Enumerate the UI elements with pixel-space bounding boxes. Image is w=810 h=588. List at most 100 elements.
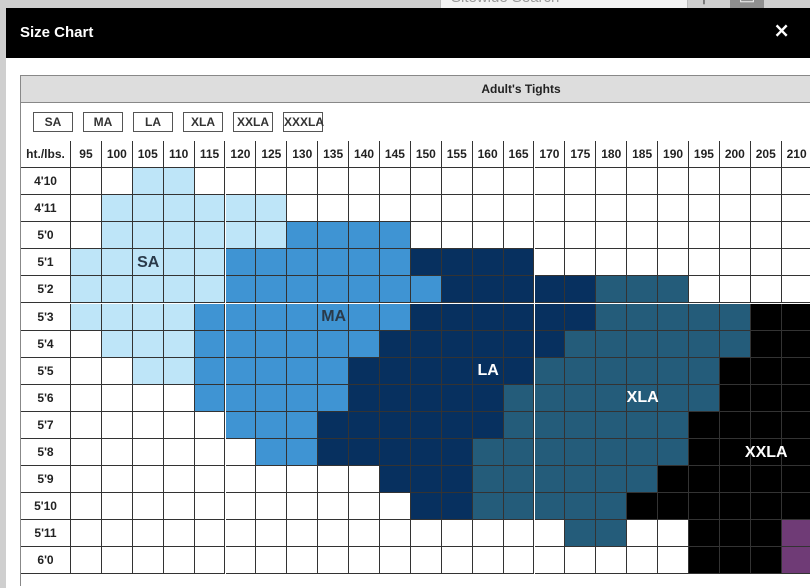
size-cell-ma	[380, 249, 411, 277]
empty-cell	[101, 439, 133, 467]
weight-header: 130	[287, 141, 319, 168]
empty-cell	[318, 520, 350, 548]
size-cell-xxla	[719, 357, 751, 385]
size-cell-ma	[256, 249, 288, 277]
empty-cell	[719, 276, 751, 304]
empty-cell	[349, 547, 380, 575]
empty-cell	[627, 520, 659, 548]
size-cell-ma	[318, 330, 350, 358]
empty-cell	[441, 547, 473, 575]
size-cell-la	[472, 384, 504, 412]
empty-cell	[132, 466, 164, 494]
size-cell-xla	[658, 276, 689, 304]
size-cell-sa	[101, 249, 133, 277]
weight-header: 170	[534, 141, 566, 168]
empty-cell	[194, 168, 226, 196]
empty-cell	[627, 195, 659, 223]
height-label: 5'8	[21, 439, 71, 467]
weight-header: 150	[410, 141, 442, 168]
empty-cell	[101, 547, 133, 575]
size-cell-xla	[472, 439, 504, 467]
empty-cell	[472, 222, 504, 250]
size-cell-la	[380, 357, 411, 385]
height-label: 5'5	[21, 357, 71, 385]
empty-cell	[71, 466, 102, 494]
size-cell-la	[410, 357, 442, 385]
empty-cell	[441, 168, 473, 196]
height-label: 6'0	[21, 547, 71, 575]
size-cell-la	[472, 357, 504, 385]
close-icon[interactable]: ×	[773, 18, 790, 42]
empty-cell	[658, 168, 689, 196]
empty-cell	[318, 493, 350, 521]
size-cell-xxla	[750, 384, 782, 412]
size-cell-sa	[163, 303, 195, 331]
size-cell-xxla	[689, 547, 720, 575]
size-cell-la	[410, 411, 442, 439]
size-cell-ma	[256, 303, 288, 331]
size-cell-sa	[163, 330, 195, 358]
size-cell-sa	[71, 276, 102, 304]
chart-title-bar: Adult's Tights	[21, 76, 810, 103]
size-cell-xxla	[781, 493, 810, 521]
empty-cell	[441, 195, 473, 223]
weight-header: 120	[225, 141, 257, 168]
empty-cell	[101, 520, 133, 548]
size-cell-sa	[101, 330, 133, 358]
empty-cell	[256, 466, 288, 494]
empty-cell	[565, 195, 597, 223]
legend-item-xxxla: XXXLA	[283, 112, 324, 132]
size-cell-xxla	[627, 493, 659, 521]
size-cell-xla	[565, 439, 597, 467]
empty-cell	[71, 222, 102, 250]
size-cell-la	[380, 330, 411, 358]
empty-cell	[132, 493, 164, 521]
size-cell-ma	[287, 439, 319, 467]
size-cell-la	[380, 439, 411, 467]
empty-cell	[225, 168, 257, 196]
empty-cell	[163, 384, 195, 412]
chart-title: Adult's Tights	[481, 82, 561, 96]
empty-cell	[596, 222, 628, 250]
size-cell-xla	[534, 411, 566, 439]
size-cell-xla	[596, 520, 628, 548]
empty-cell	[380, 547, 411, 575]
size-cell-xla	[596, 411, 628, 439]
size-cell-ma	[225, 330, 257, 358]
empty-cell	[534, 222, 566, 250]
weight-header: 200	[719, 141, 751, 168]
size-cell-xla	[596, 384, 628, 412]
height-label: 5'3	[21, 303, 71, 331]
empty-cell	[194, 547, 226, 575]
size-cell-xla	[658, 357, 689, 385]
size-cell-sa	[71, 303, 102, 331]
empty-cell	[163, 520, 195, 548]
size-cell-xxla	[781, 330, 810, 358]
size-cell-la	[472, 276, 504, 304]
empty-cell	[380, 168, 411, 196]
empty-cell	[71, 439, 102, 467]
size-cell-xla	[627, 303, 659, 331]
size-cell-la	[380, 384, 411, 412]
size-cell-la	[410, 249, 442, 277]
weight-header: 195	[689, 141, 720, 168]
empty-cell	[132, 547, 164, 575]
legend-item-la: LA	[133, 112, 173, 132]
empty-cell	[719, 168, 751, 196]
size-cell-sa	[194, 195, 226, 223]
size-cell-xla	[565, 493, 597, 521]
size-cell-la	[565, 303, 597, 331]
size-cell-la	[534, 303, 566, 331]
empty-cell	[256, 547, 288, 575]
size-cell-la	[503, 249, 535, 277]
size-cell-ma	[256, 357, 288, 385]
size-cell-xxxla	[781, 547, 810, 575]
empty-cell	[534, 168, 566, 196]
size-cell-xla	[658, 303, 689, 331]
empty-cell	[225, 493, 257, 521]
size-cell-la	[410, 384, 442, 412]
empty-cell	[441, 520, 473, 548]
size-cell-ma	[287, 357, 319, 385]
height-label: 5'7	[21, 411, 71, 439]
size-cell-ma	[410, 276, 442, 304]
